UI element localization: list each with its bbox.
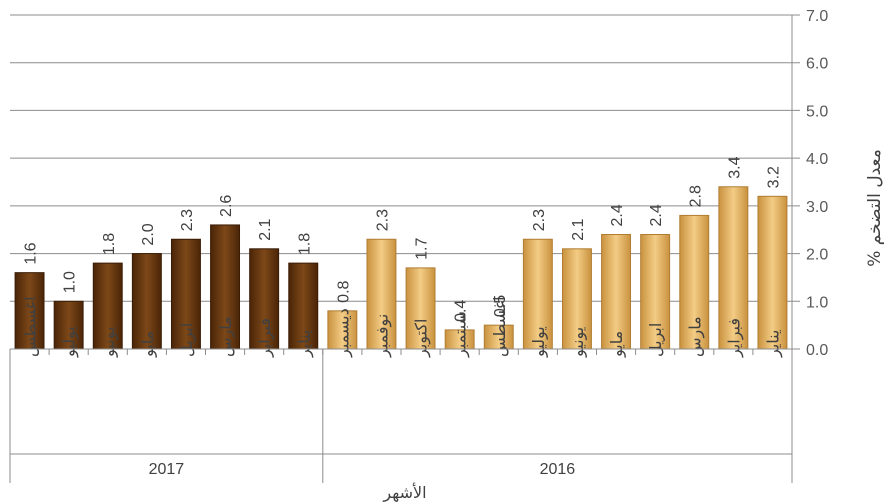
data-label: 0.4 — [453, 300, 470, 322]
month-label: مارس — [216, 316, 236, 357]
data-label: 2.3 — [374, 209, 391, 231]
month-label: اغسطس — [21, 296, 41, 357]
bar — [522, 238, 553, 350]
bar — [53, 300, 84, 350]
data-label: 3.2 — [765, 166, 782, 188]
bar — [249, 248, 280, 350]
bar — [366, 238, 397, 350]
data-label: 1.8 — [296, 233, 313, 255]
month-label: مارس — [685, 316, 705, 357]
data-label: 2.4 — [609, 204, 626, 226]
year-label: 2017 — [149, 461, 185, 478]
data-label: 0.8 — [335, 280, 352, 302]
month-label: ديسمبر — [333, 308, 353, 358]
data-label: 1.0 — [62, 271, 79, 293]
bars — [14, 186, 788, 350]
month-label: يونيو — [568, 327, 588, 358]
y-axis-title: معدل التضخم % — [865, 149, 885, 267]
month-label: يوليو — [60, 326, 80, 358]
data-label: 0.5 — [492, 295, 509, 317]
month-label: اغسطس — [490, 296, 510, 357]
bar — [288, 262, 319, 350]
month-label: يوليو — [529, 326, 549, 358]
month-label: يونيو — [99, 327, 119, 358]
x-axis-title: الأشهر — [382, 482, 426, 503]
y-tick-label: 0.0 — [806, 342, 828, 359]
y-tick-label: 4.0 — [806, 151, 828, 168]
y-tick-label: 7.0 — [806, 8, 828, 25]
bar — [327, 310, 358, 350]
month-label: يناير — [294, 330, 314, 358]
bar — [757, 195, 788, 350]
month-label: فبراير — [724, 318, 744, 358]
month-label: مايو — [138, 331, 158, 358]
data-label: 2.3 — [531, 209, 548, 231]
month-label: ابريل — [177, 323, 197, 357]
bar — [405, 267, 436, 350]
bar — [561, 248, 592, 350]
axes: 0.0 1.0 2.0 3.0 4.0 5.0 6.0 7.0 يناير فبراير مارس ا… — [9, 8, 828, 483]
data-label: 1.7 — [414, 238, 431, 260]
data-label: 3.4 — [726, 156, 743, 178]
data-label: 2.6 — [218, 195, 235, 217]
month-label: سبتمبر — [451, 311, 471, 358]
data-label: 1.6 — [23, 242, 40, 264]
year-label: 2016 — [540, 461, 576, 478]
bar — [92, 262, 123, 350]
y-tick-label: 2.0 — [806, 247, 828, 264]
data-label: 1.8 — [101, 233, 118, 255]
y-tick-label: 6.0 — [806, 56, 828, 73]
bar — [601, 233, 632, 350]
data-label: 2.1 — [570, 218, 587, 240]
month-label: مايو — [607, 331, 627, 358]
bar — [718, 186, 749, 350]
data-label: 2.4 — [648, 204, 665, 226]
month-label: ابريل — [646, 323, 666, 357]
y-tick-label: 3.0 — [806, 199, 828, 216]
month-label: نوفمبر — [372, 314, 392, 358]
data-label: 2.0 — [140, 223, 157, 245]
data-label: 2.1 — [257, 218, 274, 240]
y-tick-label: 1.0 — [806, 294, 828, 311]
y-tick-label: 5.0 — [806, 103, 828, 120]
bar — [640, 233, 671, 350]
month-label: يناير — [763, 330, 783, 358]
data-label: 2.3 — [179, 209, 196, 231]
bar — [210, 224, 241, 350]
month-label: فبراير — [255, 318, 275, 358]
month-label: اكتوبر — [412, 319, 432, 358]
data-label: 2.8 — [687, 185, 704, 207]
data-labels: 3.2 3.4 2.8 2.4 2.4 2.1 2.3 0.5 0.4 1.7 2.3 0.8 1.8 2… — [23, 156, 783, 321]
